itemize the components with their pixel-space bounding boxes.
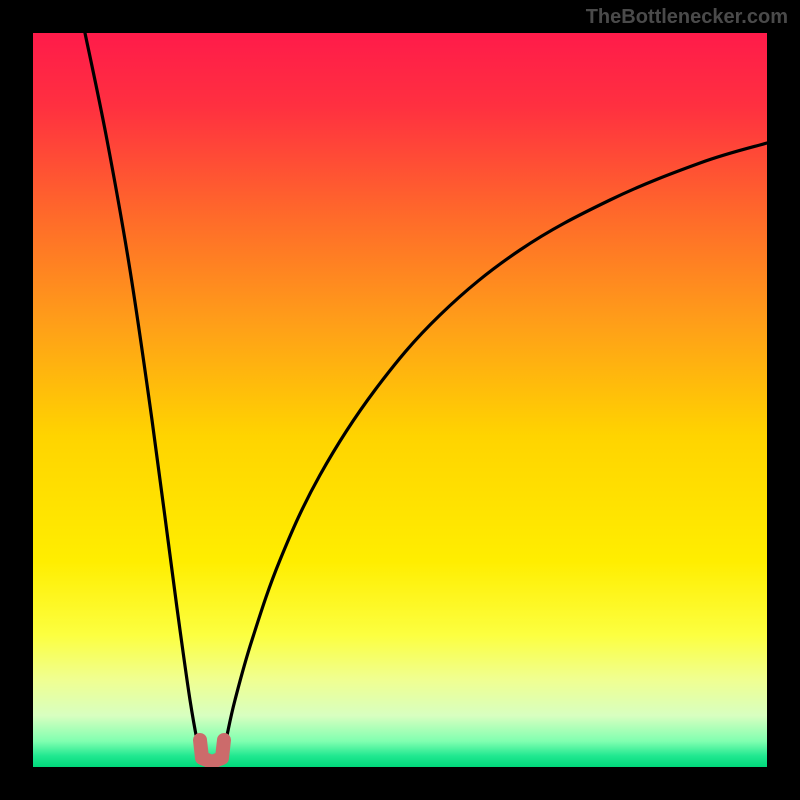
curve-layer [33, 33, 767, 767]
chart-container: TheBottlenecker.com [0, 0, 800, 800]
attribution-label: TheBottlenecker.com [586, 6, 788, 29]
plot-area [33, 33, 767, 767]
dip-marker [200, 740, 224, 762]
left-curve [85, 33, 201, 756]
right-curve [222, 143, 767, 756]
